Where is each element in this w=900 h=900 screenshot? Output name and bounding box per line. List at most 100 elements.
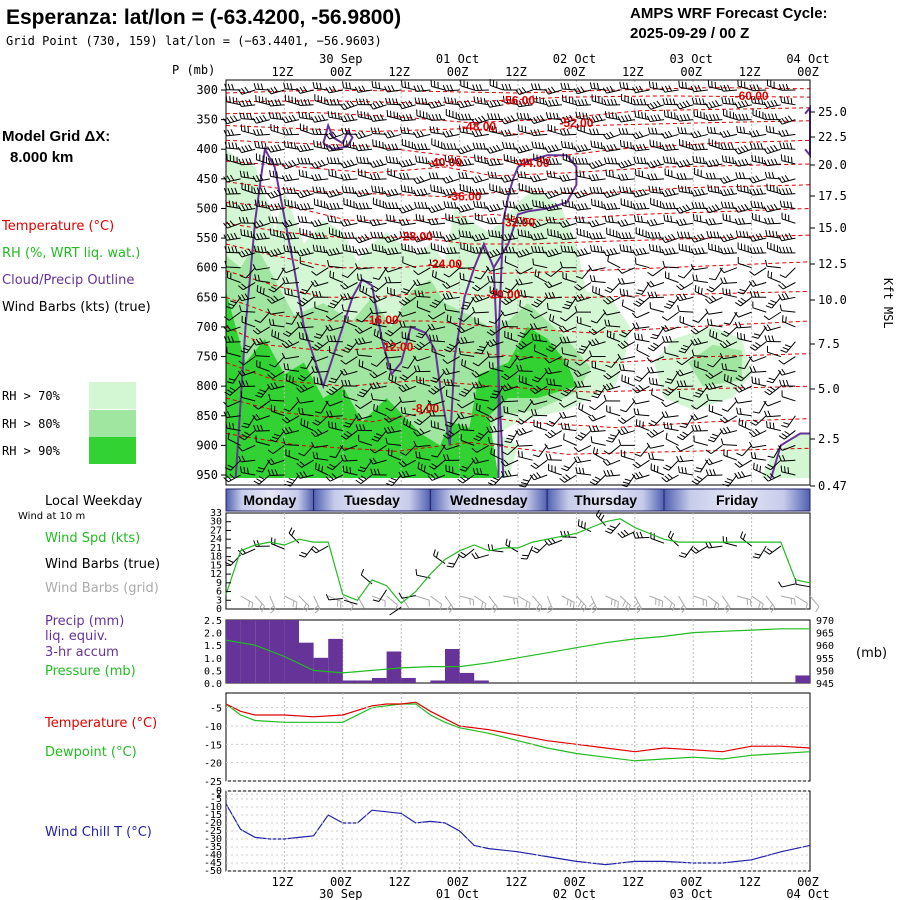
upper-wind-barbs (223, 79, 796, 488)
wind-barb-flag (726, 234, 731, 241)
isotherm-label: -12.00 (379, 340, 413, 354)
wind-barb-flag (685, 244, 687, 252)
wind-barb-flag (492, 204, 498, 211)
wind-barb-flag (410, 231, 413, 239)
wind-barb-flag (328, 380, 335, 384)
wind-barb-flag (270, 99, 275, 106)
wind-barb-flag (662, 467, 670, 471)
wind-barb-flag (525, 144, 530, 151)
wind-barb-flag (233, 115, 238, 121)
surface-barb-grid-flag (525, 601, 528, 608)
wind-barb-flag (490, 171, 494, 179)
wind-barb-flag (728, 156, 731, 163)
wind-barb (431, 144, 446, 150)
wind-barb (621, 356, 635, 360)
wind-barb (667, 385, 679, 396)
wind-barb-flag (515, 430, 520, 436)
wind-barb-flag (744, 421, 747, 428)
wind-barb-flag (624, 115, 629, 122)
surface-barb-grid-flag (591, 608, 598, 614)
wind-barb-flag (486, 351, 490, 358)
wind-barb-flag (284, 162, 290, 168)
wind-barb-flag (739, 230, 742, 238)
wind-barb-flag (537, 83, 541, 90)
wind-barb-flag (722, 416, 729, 422)
surface-barb-true-flag (740, 531, 744, 538)
wind-barb-flag (779, 200, 782, 207)
wind-barb-flag (503, 175, 509, 182)
wind-barb-flag (764, 466, 771, 471)
wind-barb (447, 430, 460, 440)
surface-barb-grid-flag (635, 604, 641, 611)
wind-barb-flag (508, 434, 515, 438)
wind-barb-flag (252, 329, 259, 335)
wind-barb-flag (446, 454, 450, 461)
wind-barb-flag (408, 204, 413, 210)
wind-barb-flag (402, 320, 406, 328)
wind-barb-flag (523, 171, 527, 179)
wind-barb (301, 459, 314, 468)
wind-barb (766, 415, 781, 418)
wind-barb-flag (591, 395, 598, 399)
wind-barb-flag (647, 231, 651, 239)
wind-barb-flag (268, 111, 271, 119)
wind-barb-flag (284, 341, 290, 347)
wind-barb (504, 311, 519, 317)
surface-barb-true-flag (298, 554, 306, 558)
wind-barb-flag (725, 155, 728, 163)
wind-barb-flag (597, 141, 600, 149)
wind-barb-flag (515, 147, 520, 154)
wind-barb-flag (756, 142, 760, 150)
wind-barb-flag (288, 426, 293, 433)
wind-barb-flag (622, 481, 630, 485)
wind-barb (270, 324, 285, 328)
surface-barb-true (304, 545, 314, 558)
wind-barb (461, 364, 475, 372)
wind-barb (754, 341, 767, 351)
wind-barb-flag (226, 221, 232, 228)
cloud-outline-segment (234, 146, 505, 479)
wind-barb-flag (722, 176, 728, 183)
wind-barb-flag (373, 468, 377, 475)
wind-barb (547, 370, 562, 375)
wind-barb-flag (314, 419, 321, 424)
surface-barb-true-flag (415, 568, 418, 576)
wind-barb-flag (505, 246, 508, 253)
wind-barb-flag (577, 145, 582, 152)
wind-barb-flag (719, 352, 724, 359)
wind-barb-flag (357, 236, 363, 242)
surface-barb-true-flag (471, 553, 476, 559)
wind-barb (284, 282, 300, 284)
wind-barb-flag (609, 144, 614, 151)
surface-barb-grid-flag (292, 600, 295, 607)
wind-barb-flag (522, 99, 527, 107)
wind-barb-flag (650, 366, 655, 373)
wind-barb (577, 459, 592, 464)
wind-barb-flag (639, 98, 643, 105)
wind-barb-flag (402, 218, 406, 225)
wind-barb-flag (407, 186, 410, 193)
wind-barb-flag (743, 145, 749, 151)
wind-barb-flag (752, 411, 760, 414)
wind-barb (256, 441, 270, 446)
wind-barb-flag (349, 100, 355, 107)
wind-barb-flag (230, 187, 235, 195)
wind-barb-flag (337, 157, 340, 164)
wind-barb-flag (314, 161, 319, 168)
wind-barb-flag (584, 144, 588, 151)
wind-barb-flag (449, 188, 454, 195)
wind-barb-flag (533, 473, 538, 479)
wind-barb-flag (326, 335, 330, 342)
wind-barb-flag (388, 480, 395, 484)
wind-barb-flag (711, 159, 716, 166)
wind-barb-flag (496, 158, 501, 165)
wind-barb-flag (463, 388, 470, 392)
wind-barb-flag (667, 130, 673, 137)
wind-barb-flag (748, 235, 753, 242)
wind-barb (406, 282, 417, 294)
temp-dewpoint-lines (225, 701, 811, 762)
wind-barb-flag (420, 463, 423, 471)
wind-barb-flag (621, 299, 624, 306)
wind-barb-flag (608, 437, 615, 440)
